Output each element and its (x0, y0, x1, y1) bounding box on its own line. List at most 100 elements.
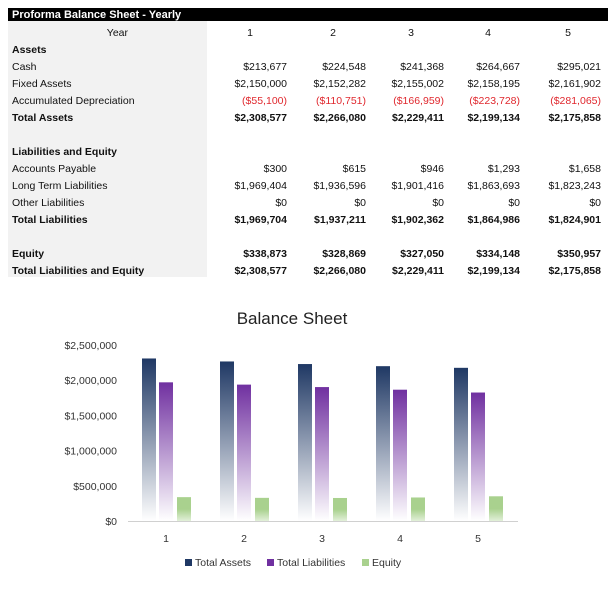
row-label: Total Assets (12, 112, 74, 124)
legend-swatch (185, 559, 192, 566)
legend-label: Total Assets (195, 557, 251, 569)
row-label: Accumulated Depreciation (12, 95, 135, 107)
table-row: Total Liabilities $1,969,704 $1,937,211 $1,… (8, 212, 608, 229)
cell-value: $1,901,416 (391, 180, 444, 192)
cell-value: $350,957 (557, 248, 601, 260)
row-label: Fixed Assets (12, 78, 72, 90)
cell-value: $1,658 (568, 163, 601, 175)
table-row (8, 127, 608, 144)
cell-value: $2,175,858 (548, 112, 601, 124)
bar-total-liabilities (471, 392, 485, 521)
cell-value: ($55,100) (242, 95, 287, 107)
bar-total-liabilities (159, 382, 173, 521)
row-label: Cash (12, 61, 37, 73)
sheet-title: Proforma Balance Sheet - Yearly (8, 8, 608, 21)
x-tick-label: 2 (241, 533, 247, 545)
cell-value: $0 (275, 197, 287, 209)
cell-value: $2,266,080 (313, 265, 366, 277)
bar-equity (333, 497, 347, 521)
year-header: 5 (565, 27, 571, 39)
cell-value: $1,902,362 (391, 214, 444, 226)
row-label: Total Liabilities (12, 214, 88, 226)
y-tick-label: $500,000 (73, 481, 117, 493)
bar-total-assets (454, 367, 468, 521)
table-row: Total Liabilities and Equity $2,308,577 $2… (8, 263, 608, 280)
bar-equity (255, 497, 269, 521)
cell-value: $0 (589, 197, 601, 209)
table-row: Fixed Assets $2,150,000 $2,152,282 $2,155,0… (8, 76, 608, 93)
year-header: 3 (408, 27, 414, 39)
cell-value: ($166,959) (393, 95, 444, 107)
year-header: 4 (485, 27, 491, 39)
y-tick-label: $2,000,000 (64, 375, 117, 387)
cell-value: ($223,728) (469, 95, 520, 107)
legend-label: Equity (372, 557, 402, 569)
bar-total-liabilities (237, 384, 251, 521)
table-row (8, 229, 608, 246)
table-row: Liabilities and Equity (8, 144, 608, 161)
cell-value: $2,199,134 (467, 112, 520, 124)
table-row: Cash $213,677 $224,548 $241,368 $264,667 $295… (8, 59, 608, 76)
x-tick-label: 4 (397, 533, 403, 545)
row-label: Assets (12, 44, 47, 56)
y-tick-label: $2,500,000 (64, 340, 117, 352)
cell-value: $338,873 (243, 248, 287, 260)
cell-value: $1,824,901 (548, 214, 601, 226)
cell-value: $2,266,080 (313, 112, 366, 124)
cell-value: ($110,751) (315, 95, 366, 107)
bar-total-assets (298, 364, 312, 521)
legend-swatch (267, 559, 274, 566)
year-header: 2 (330, 27, 336, 39)
cell-value: $241,368 (400, 61, 444, 73)
legend-swatch (362, 559, 369, 566)
balance-sheet-chart: Balance Sheet $0 $500,000 $1,000,000 $1,500,… (48, 296, 536, 585)
bar-total-liabilities (315, 387, 329, 521)
cell-value: $334,148 (476, 248, 520, 260)
x-tick-label: 3 (319, 533, 325, 545)
cell-value: $2,158,195 (467, 78, 520, 90)
cell-value: $213,677 (243, 61, 287, 73)
legend-label: Total Liabilities (277, 557, 345, 569)
x-tick-label: 5 (475, 533, 481, 545)
cell-value: $2,199,134 (467, 265, 520, 277)
bar-total-assets (376, 366, 390, 521)
row-label: Accounts Payable (12, 163, 97, 175)
cell-value: $1,823,243 (548, 180, 601, 192)
cell-value: $1,864,986 (467, 214, 520, 226)
table-row: Long Term Liabilities $1,969,404 $1,936,59… (8, 178, 608, 195)
bar-total-liabilities (393, 389, 407, 521)
cell-value: $946 (420, 163, 444, 175)
cell-value: $1,936,596 (313, 180, 366, 192)
row-label: Liabilities and Equity (12, 146, 118, 158)
row-label: Equity (12, 248, 45, 260)
table-row: Total Assets $2,308,577 $2,266,080 $2,229,4… (8, 110, 608, 127)
label-column-background (8, 21, 207, 277)
year-header: 1 (247, 27, 253, 39)
row-label: Long Term Liabilities (12, 180, 108, 192)
y-tick-label: $1,500,000 (64, 410, 117, 422)
bar-equity (489, 496, 503, 521)
row-label: Total Liabilities and Equity (12, 265, 145, 277)
cell-value: $2,229,411 (392, 112, 444, 124)
cell-value: $0 (432, 197, 444, 209)
y-tick-label: $0 (105, 516, 117, 528)
cell-value: $1,293 (487, 163, 520, 175)
y-tick-label: $1,000,000 (64, 446, 117, 458)
year-label: Year (106, 27, 128, 39)
cell-value: $328,869 (322, 248, 366, 260)
cell-value: $264,667 (476, 61, 520, 73)
cell-value: $1,937,211 (314, 214, 366, 226)
chart-title: Balance Sheet (237, 309, 348, 328)
cell-value: $2,150,000 (234, 78, 287, 90)
cell-value: $327,050 (400, 248, 444, 260)
cell-value: $2,175,858 (548, 265, 601, 277)
cell-value: $300 (263, 163, 287, 175)
cell-value: ($281,065) (550, 95, 601, 107)
cell-value: $0 (508, 197, 520, 209)
cell-value: $224,548 (322, 61, 366, 73)
cell-value: $1,969,404 (234, 180, 287, 192)
bar-equity (411, 497, 425, 521)
table-row: Equity $338,873 $328,869 $327,050 $334,148 $3… (8, 246, 608, 263)
table-row: Other Liabilities $0 $0 $0 $0 $0 (8, 195, 608, 212)
cell-value: $2,308,577 (234, 265, 287, 277)
